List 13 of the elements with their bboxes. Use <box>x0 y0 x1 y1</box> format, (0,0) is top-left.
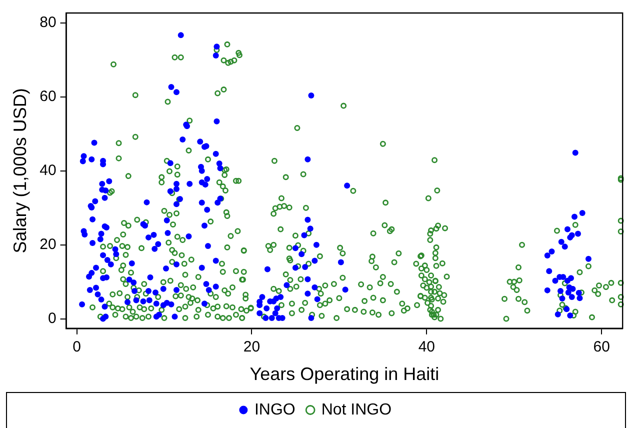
y-tick-label: 80 <box>40 14 56 32</box>
x-tick-label: 0 <box>72 338 81 356</box>
y-tick-label: 0 <box>48 310 56 327</box>
x-tick-label: 60 <box>593 338 610 356</box>
y-tick-label: 20 <box>40 236 56 253</box>
legend-label: Not INGO <box>321 401 392 418</box>
y-tick-label: 60 <box>40 88 56 106</box>
x-tick-label: 20 <box>243 338 260 356</box>
y-tick-label: 40 <box>40 162 56 180</box>
x-axis-title: Years Operating in Haiti <box>250 364 440 384</box>
legend-label: INGO <box>254 401 296 418</box>
x-tick-label: 40 <box>418 338 436 356</box>
y-axis-title: Salary (1,000s USD) <box>10 88 30 254</box>
